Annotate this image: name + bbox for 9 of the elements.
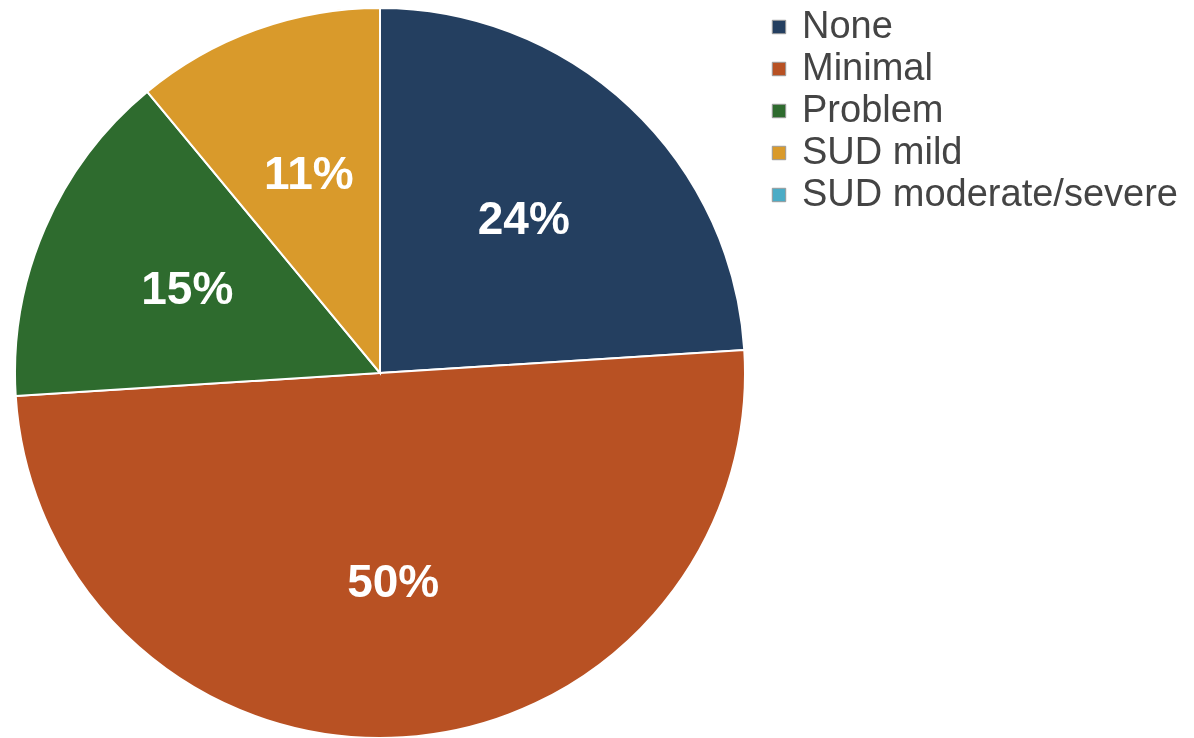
legend-label: Minimal	[802, 46, 933, 88]
data-label: 50%	[347, 554, 440, 607]
data-label: 24%	[477, 191, 570, 244]
legend-label: SUD moderate/severe	[802, 172, 1178, 214]
legend-label: None	[802, 4, 893, 46]
legend-label: Problem	[802, 88, 944, 130]
data-label: 11%	[264, 147, 354, 200]
legend-label: SUD mild	[802, 130, 963, 172]
data-label: 15%	[141, 261, 234, 314]
